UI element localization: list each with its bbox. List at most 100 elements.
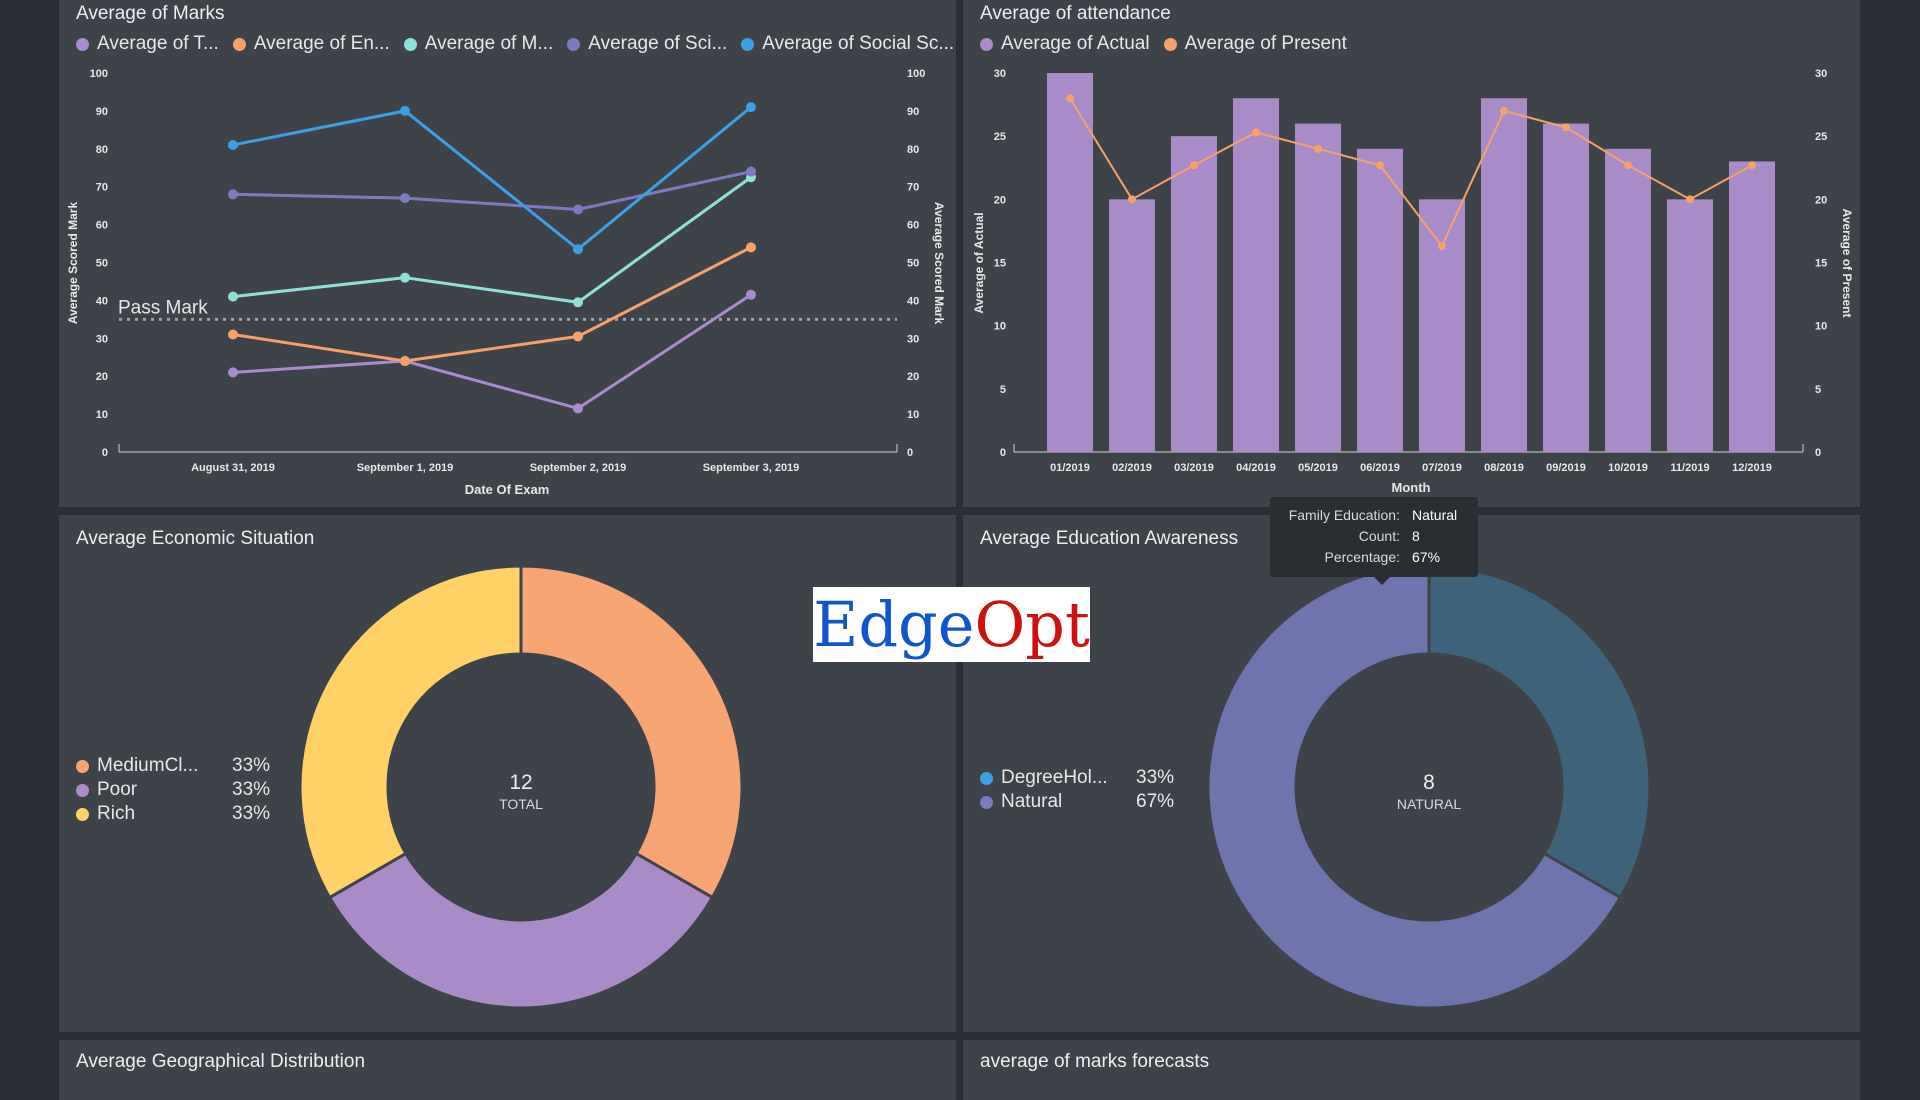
donut-slice[interactable] bbox=[1206, 564, 1623, 1010]
legend-label: DegreeHol... bbox=[1001, 767, 1108, 788]
education-title: Average Education Awareness bbox=[980, 528, 1239, 549]
legend-item[interactable]: MediumCl... 33% bbox=[76, 754, 282, 778]
data-point[interactable] bbox=[1686, 195, 1694, 204]
data-point[interactable] bbox=[1438, 242, 1446, 251]
data-point[interactable] bbox=[1562, 123, 1570, 132]
legend-label: Average of M... bbox=[424, 33, 554, 54]
y-right-tick-label: 50 bbox=[907, 258, 919, 270]
x-tick-label: 10/2019 bbox=[1608, 462, 1648, 474]
legend-item[interactable]: Average of En... bbox=[232, 33, 390, 55]
series-line bbox=[232, 176, 752, 304]
legend-item[interactable]: Average of Sci... bbox=[567, 33, 727, 55]
data-point[interactable] bbox=[400, 356, 410, 367]
data-point[interactable] bbox=[228, 140, 238, 151]
marks-chart: 0 0 10 10 20 20 30 30 40 40 50 50 60 60 70 70 80 80 90 90 10… bbox=[66, 68, 946, 497]
data-point[interactable] bbox=[1376, 161, 1384, 170]
y-right-tick-label: 15 bbox=[1815, 258, 1827, 270]
data-point[interactable] bbox=[400, 105, 410, 116]
data-point[interactable] bbox=[573, 204, 583, 215]
data-point[interactable] bbox=[1190, 161, 1198, 170]
y-right-axis-title: Average Scored Mark bbox=[932, 202, 946, 325]
y-tick-label: 90 bbox=[96, 106, 108, 118]
legend-item[interactable]: DegreeHol... 33% bbox=[980, 766, 1186, 790]
bar[interactable] bbox=[1109, 199, 1155, 452]
x-axis-title: Month bbox=[1392, 480, 1431, 495]
donut-center-value: 12 bbox=[509, 771, 532, 794]
bar[interactable] bbox=[1419, 199, 1465, 452]
data-point[interactable] bbox=[1500, 106, 1508, 115]
data-point[interactable] bbox=[1624, 161, 1632, 170]
data-point[interactable] bbox=[1748, 161, 1756, 170]
y-tick-label: 80 bbox=[96, 144, 108, 156]
y-right-tick-label: 40 bbox=[907, 295, 919, 307]
bar[interactable] bbox=[1667, 199, 1713, 452]
bar[interactable] bbox=[1357, 148, 1403, 453]
y-tick-label: 0 bbox=[1000, 447, 1006, 459]
y-tick-label: 10 bbox=[96, 409, 108, 421]
data-point[interactable] bbox=[228, 329, 238, 340]
legend-item[interactable]: Average of T... bbox=[76, 33, 219, 55]
logo-part-opt: Opt bbox=[974, 587, 1090, 661]
data-point[interactable] bbox=[746, 242, 756, 253]
y-tick-label: 20 bbox=[96, 371, 108, 383]
tooltip-value: 8 bbox=[1412, 528, 1420, 544]
legend-item[interactable]: Rich 33% bbox=[76, 802, 282, 826]
legend-item[interactable]: Average of Present bbox=[1163, 33, 1347, 55]
donut-slice[interactable] bbox=[327, 851, 715, 1010]
legend-item[interactable]: Average of M... bbox=[403, 33, 554, 55]
y-tick-label: 10 bbox=[994, 321, 1006, 333]
data-point[interactable] bbox=[400, 193, 410, 204]
x-tick-label: 11/2019 bbox=[1670, 462, 1709, 474]
y-tick-label: 0 bbox=[102, 447, 108, 459]
bar[interactable] bbox=[1171, 136, 1217, 452]
donut-center-value: 8 bbox=[1423, 771, 1435, 794]
legend-dot bbox=[741, 37, 755, 51]
donut-slice[interactable] bbox=[1427, 564, 1652, 900]
marks-legend: Average of T... Average of En... Average o… bbox=[76, 33, 954, 55]
data-point[interactable] bbox=[1252, 128, 1260, 137]
data-point[interactable] bbox=[1314, 144, 1322, 153]
marks-panel: Average of Marks Average of T... Average … bbox=[59, 0, 956, 507]
data-point[interactable] bbox=[746, 166, 756, 177]
bar[interactable] bbox=[1047, 73, 1093, 452]
legend-item[interactable]: Average of Social Sc... bbox=[741, 33, 954, 55]
x-tick-label: 09/2019 bbox=[1546, 462, 1586, 474]
legend-dot bbox=[1163, 37, 1177, 51]
bar[interactable] bbox=[1233, 98, 1279, 453]
series-line bbox=[232, 293, 752, 411]
data-point[interactable] bbox=[1066, 94, 1074, 103]
attendance-chart: 0 0 5 5 10 10 15 15 20 20 25 25 30 30 01/2019 02/2019 03… bbox=[972, 68, 1854, 495]
geo-title: Average Geographical Distribution bbox=[76, 1051, 366, 1072]
bar[interactable] bbox=[1295, 123, 1341, 453]
bar[interactable] bbox=[1605, 148, 1651, 453]
y-tick-label: 60 bbox=[96, 220, 108, 232]
bar[interactable] bbox=[1729, 161, 1775, 452]
data-point[interactable] bbox=[400, 272, 410, 283]
data-point[interactable] bbox=[573, 244, 583, 255]
legend-item[interactable]: Natural 67% bbox=[980, 790, 1186, 814]
data-point[interactable] bbox=[746, 102, 756, 113]
data-point[interactable] bbox=[746, 289, 756, 300]
x-tick-label: 12/2019 bbox=[1732, 462, 1772, 474]
legend-dot bbox=[403, 37, 417, 51]
bar[interactable] bbox=[1481, 98, 1527, 453]
data-point[interactable] bbox=[228, 189, 238, 200]
data-point[interactable] bbox=[573, 297, 583, 308]
donut-slice[interactable] bbox=[519, 564, 744, 900]
series-line bbox=[232, 105, 752, 252]
data-point[interactable] bbox=[228, 291, 238, 302]
y-axis-title: Average of Actual bbox=[972, 212, 986, 313]
bar[interactable] bbox=[1543, 123, 1589, 453]
legend-percent: 33% bbox=[232, 779, 271, 800]
legend-item[interactable]: Average of Actual bbox=[980, 33, 1150, 55]
y-right-tick-label: 10 bbox=[907, 409, 919, 421]
marks-title: Average of Marks bbox=[76, 3, 225, 24]
legend-item[interactable]: Poor 33% bbox=[76, 778, 282, 802]
data-point[interactable] bbox=[228, 367, 238, 378]
data-point[interactable] bbox=[573, 331, 583, 342]
data-point[interactable] bbox=[1128, 195, 1136, 204]
data-point[interactable] bbox=[573, 403, 583, 414]
geo-panel: Average Geographical Distribution bbox=[59, 1040, 956, 1100]
donut-slice[interactable] bbox=[298, 564, 523, 900]
legend-label: Average of Actual bbox=[1001, 33, 1150, 54]
